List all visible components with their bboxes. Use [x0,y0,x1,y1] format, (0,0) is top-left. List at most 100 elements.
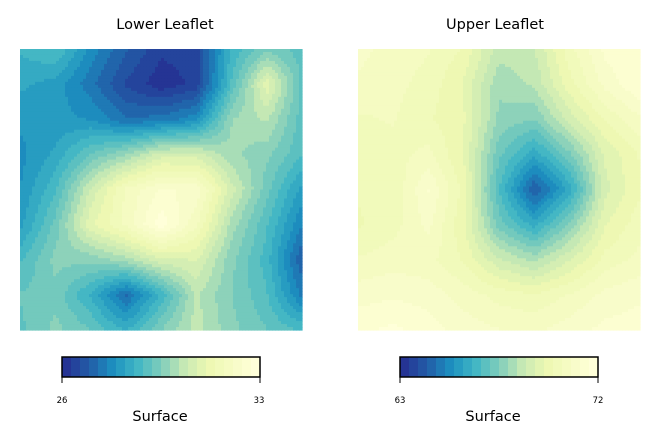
heatmap-cell [125,117,129,122]
heatmap-cell [131,171,135,176]
heatmap-cell [266,141,270,146]
heatmap-cell [95,159,99,164]
heatmap-cell [281,51,285,56]
heatmap-cell [185,144,189,149]
heatmap-cell [296,87,300,92]
heatmap-cell [143,150,147,155]
heatmap-cell [122,153,126,158]
heatmap-cell [185,114,189,119]
heatmap-cell [263,102,267,107]
heatmap-cell [122,96,126,101]
heatmap-cell [89,63,93,68]
heatmap-cell [125,186,129,191]
heatmap-cell [77,84,81,89]
heatmap-cell [299,174,303,179]
heatmap-cell [263,156,267,161]
heatmap-cell [209,129,213,134]
heatmap-cell [101,78,105,83]
heatmap-cell [206,93,210,98]
heatmap-cell [191,60,195,65]
heatmap-cell [89,156,93,161]
heatmap-cell [284,69,288,74]
heatmap-cell [227,81,231,86]
heatmap-cell [272,99,276,104]
heatmap-cell [152,129,156,134]
heatmap-cell [107,75,111,80]
heatmap-cell [230,93,234,98]
heatmap-cell [272,69,276,74]
heatmap-cell [20,66,24,71]
heatmap-cell [131,123,135,128]
heatmap-cell [170,81,174,86]
heatmap-cell [44,90,48,95]
heatmap-cell [185,105,189,110]
heatmap-cell [20,75,24,80]
heatmap-cell [233,159,237,164]
heatmap-cell [74,54,78,59]
heatmap-cell [113,201,117,206]
heatmap-cell [233,198,237,203]
heatmap-cell [110,186,114,191]
heatmap-cell [50,93,54,98]
heatmap-cell [170,111,174,116]
heatmap-cell [119,201,123,206]
heatmap-cell [80,156,84,161]
heatmap-cell [224,180,228,185]
heatmap-cell [293,114,297,119]
heatmap-cell [191,99,195,104]
heatmap-cell [182,183,186,188]
heatmap-cell [269,153,273,158]
heatmap-cell [185,138,189,143]
heatmap-cell [44,63,48,68]
heatmap-cell [245,102,249,107]
heatmap-cell [50,177,54,182]
heatmap-cell [242,150,246,155]
heatmap-cell [275,186,279,191]
heatmap-cell [131,198,135,203]
heatmap-cell [116,135,120,140]
heatmap-cell [44,186,48,191]
heatmap-cell [251,177,255,182]
heatmap-cell [20,135,24,140]
heatmap-cell [92,126,96,131]
heatmap-cell [107,120,111,125]
heatmap-cell [188,69,192,74]
heatmap-cell [35,93,39,98]
heatmap-cell [167,165,171,170]
heatmap-cell [38,177,42,182]
heatmap-cell [71,51,75,56]
heatmap-cell [182,141,186,146]
heatmap-cell [251,141,255,146]
heatmap-cell [65,144,69,149]
heatmap-cell [83,117,87,122]
heatmap-cell [125,147,129,152]
heatmap-cell [95,111,99,116]
heatmap-cell [296,51,300,56]
heatmap-cell [65,174,69,179]
heatmap-cell [164,201,168,206]
heatmap-cell [230,141,234,146]
heatmap-cell [77,117,81,122]
heatmap-cell [239,132,243,137]
heatmap-cell [179,201,183,206]
heatmap-cell [275,63,279,68]
heatmap-cell [50,84,54,89]
heatmap-cell [59,135,63,140]
heatmap-cell [188,189,192,194]
heatmap-cell [170,72,174,77]
heatmap-cell [50,102,54,107]
heatmap-cell [41,153,45,158]
heatmap-cell [86,162,90,167]
heatmap-cell [176,63,180,68]
heatmap-cell [116,132,120,137]
heatmap-cell [215,186,219,191]
heatmap-cell [239,120,243,125]
heatmap-cell [134,189,138,194]
heatmap-cell [92,141,96,146]
heatmap-cell [242,90,246,95]
heatmap-cell [299,117,303,122]
heatmap-cell [35,147,39,152]
heatmap-cell [68,81,72,86]
heatmap-cell [23,72,27,77]
heatmap-cell [131,195,135,200]
